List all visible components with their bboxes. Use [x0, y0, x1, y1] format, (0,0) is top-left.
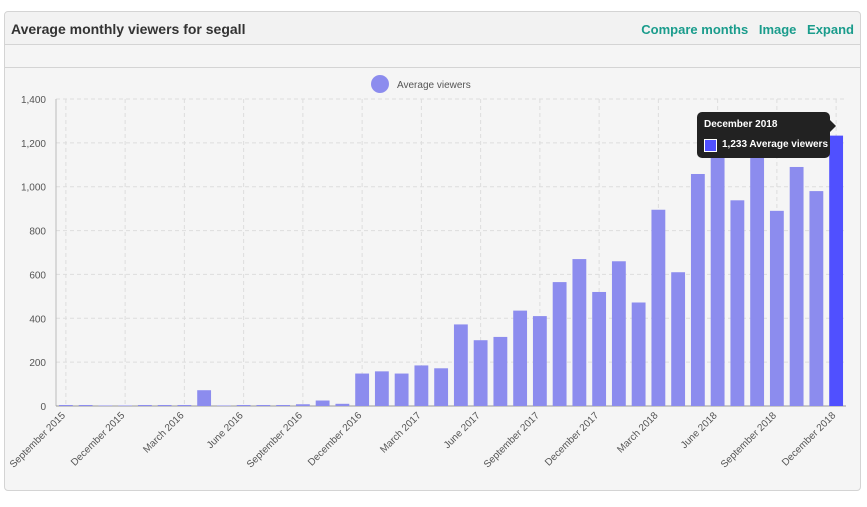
x-tick-label: June 2018 — [679, 410, 720, 451]
chart-bar[interactable] — [355, 373, 370, 406]
chart-bar[interactable] — [532, 316, 547, 406]
chart-bar[interactable] — [374, 371, 389, 406]
tooltip-value: 1,233 Average viewers — [722, 139, 829, 150]
chart-bar[interactable] — [335, 403, 350, 406]
x-tick-label: March 2017 — [378, 410, 423, 455]
x-tick-label: December 2016 — [306, 410, 364, 468]
chart-bar[interactable] — [572, 259, 587, 406]
chart-bar[interactable] — [295, 404, 310, 406]
chart-bar[interactable] — [750, 145, 765, 407]
y-tick-label: 1,000 — [21, 183, 46, 194]
x-tick-label: March 2016 — [141, 410, 186, 455]
x-tick-label: December 2018 — [780, 410, 838, 468]
header-actions: Compare months Image Expand — [634, 22, 854, 37]
chart-bar[interactable] — [631, 302, 646, 406]
chart-bar[interactable] — [78, 405, 93, 406]
x-tick-label: December 2015 — [69, 410, 127, 468]
chart-bar[interactable] — [256, 405, 271, 406]
x-tick-label: September 2016 — [245, 410, 305, 470]
chart-bar[interactable] — [493, 336, 508, 406]
chart-bar[interactable] — [769, 210, 784, 406]
chart-bar[interactable] — [789, 166, 804, 406]
chart-bar[interactable] — [809, 191, 824, 406]
x-tick-label: June 2017 — [442, 410, 483, 451]
chart-bar[interactable] — [671, 272, 686, 406]
chart-bar[interactable] — [592, 291, 607, 406]
divider — [5, 67, 860, 68]
x-tick-label: March 2018 — [615, 410, 660, 455]
chart-bar[interactable] — [315, 400, 330, 406]
y-tick-label: 800 — [29, 227, 46, 238]
chart-bar[interactable] — [453, 324, 468, 406]
y-tick-label: 1,400 — [21, 95, 46, 106]
legend-label[interactable]: Average viewers — [397, 80, 471, 91]
panel-title: Average monthly viewers for segall — [11, 21, 246, 37]
chart-bar[interactable] — [137, 405, 152, 406]
chart-bar[interactable] — [730, 200, 745, 406]
chart-bar[interactable] — [651, 209, 666, 406]
y-tick-label: 600 — [29, 270, 46, 281]
chart-bar[interactable] — [829, 135, 844, 406]
chart-bar[interactable] — [177, 405, 192, 406]
chart-bar[interactable] — [552, 282, 567, 406]
chart-bar[interactable] — [473, 340, 488, 406]
chart-bar[interactable] — [216, 405, 231, 407]
x-tick-label: September 2015 — [8, 410, 68, 470]
chart-bar[interactable] — [276, 405, 291, 406]
x-tick-label: June 2016 — [205, 410, 246, 451]
chart-tooltip: December 2018 1,233 Average viewers — [697, 112, 836, 158]
y-tick-label: 400 — [29, 314, 46, 325]
compare-months-link[interactable]: Compare months — [641, 22, 749, 37]
chart-bar[interactable] — [690, 173, 705, 406]
tooltip-arrow — [830, 120, 836, 132]
chart-bar[interactable] — [414, 365, 429, 406]
chart-bar[interactable] — [58, 405, 73, 406]
expand-link[interactable]: Expand — [807, 22, 854, 37]
chart-bar[interactable] — [611, 261, 626, 406]
chart-bar[interactable] — [197, 390, 212, 406]
chart-bar[interactable] — [118, 405, 133, 407]
legend-marker[interactable] — [371, 75, 389, 93]
x-tick-label: December 2017 — [543, 410, 601, 468]
chart-bar[interactable] — [710, 140, 725, 406]
chart-bar[interactable] — [236, 405, 251, 406]
chart-bar[interactable] — [394, 373, 409, 406]
chart-bar[interactable] — [157, 405, 172, 406]
tooltip-title: December 2018 — [704, 119, 778, 130]
chart-bar[interactable] — [513, 310, 528, 406]
y-tick-label: 0 — [40, 402, 46, 413]
y-tick-label: 1,200 — [21, 139, 46, 150]
x-tick-label: September 2017 — [482, 410, 542, 470]
chart-bar[interactable] — [434, 368, 449, 406]
y-tick-label: 200 — [29, 358, 46, 369]
x-tick-label: September 2018 — [719, 410, 779, 470]
tooltip-swatch — [704, 139, 717, 152]
chart-bar[interactable] — [98, 405, 113, 407]
panel-header: Average monthly viewers for segall Compa… — [5, 12, 860, 45]
image-link[interactable]: Image — [758, 22, 797, 37]
